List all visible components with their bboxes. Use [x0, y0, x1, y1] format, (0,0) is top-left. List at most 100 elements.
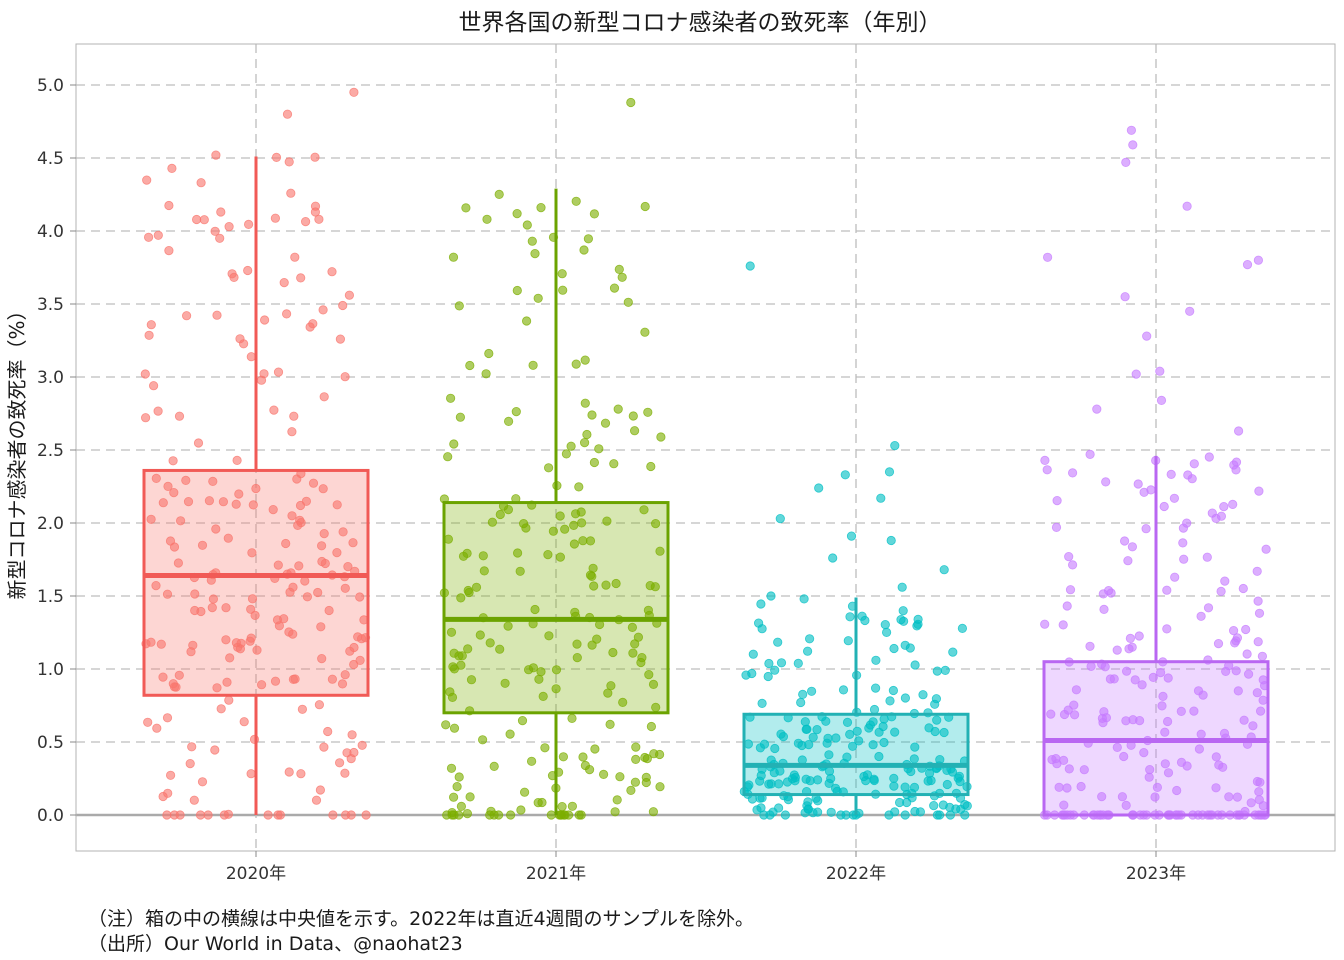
data-point: [808, 732, 818, 742]
data-point: [446, 627, 457, 637]
data-point: [615, 772, 625, 782]
outlier-point: [1142, 331, 1152, 341]
footnote: （注）箱の中の横線は中央値を示す。2022年は直近4週間のサンプルを除外。: [88, 908, 754, 930]
data-point: [189, 795, 199, 805]
data-point: [251, 483, 261, 494]
outlier-point: [1185, 306, 1195, 316]
data-point: [1248, 721, 1258, 731]
data-point: [610, 807, 620, 817]
data-point: [1239, 715, 1249, 725]
data-point: [1169, 493, 1180, 503]
data-point: [445, 393, 456, 403]
data-point: [164, 246, 174, 256]
data-point: [530, 249, 540, 259]
data-point: [1144, 772, 1154, 782]
data-point: [227, 269, 237, 279]
data-point: [218, 497, 228, 507]
data-point: [1064, 551, 1074, 562]
data-point: [1112, 742, 1122, 753]
data-point: [884, 810, 894, 820]
data-point: [940, 665, 950, 676]
data-point: [456, 593, 466, 603]
data-point: [869, 704, 880, 715]
data-point: [1101, 713, 1112, 723]
data-point: [289, 411, 299, 421]
data-point: [609, 459, 619, 469]
data-point: [569, 539, 580, 549]
data-point: [600, 418, 611, 428]
data-point: [494, 189, 504, 199]
data-point: [930, 699, 940, 709]
data-point: [1130, 675, 1140, 685]
data-point: [763, 671, 773, 682]
data-point: [146, 320, 156, 330]
data-point: [332, 547, 342, 558]
data-point: [1099, 604, 1109, 615]
data-point: [929, 800, 939, 811]
data-point: [212, 310, 222, 320]
data-point: [1040, 619, 1050, 629]
data-point: [628, 648, 638, 658]
data-point: [770, 743, 780, 754]
data-point: [601, 580, 611, 590]
data-point: [898, 616, 909, 626]
data-point: [799, 594, 809, 604]
outlier-point: [349, 87, 359, 97]
data-point: [503, 416, 514, 426]
data-point: [1139, 747, 1149, 758]
data-point: [900, 810, 910, 820]
data-point: [1141, 524, 1151, 534]
data-point: [1051, 522, 1062, 533]
data-point: [500, 678, 510, 688]
outlier-point: [939, 565, 949, 575]
outlier-point: [211, 150, 221, 160]
data-point: [340, 810, 351, 820]
data-point: [355, 592, 365, 602]
data-point: [1062, 783, 1072, 793]
data-point: [248, 500, 258, 510]
outlier-point: [1121, 157, 1131, 167]
data-point: [614, 264, 624, 274]
data-point: [1124, 644, 1134, 654]
data-point: [489, 761, 499, 772]
data-point: [655, 546, 665, 556]
data-point: [196, 178, 206, 188]
data-point: [636, 657, 646, 668]
data-point: [338, 300, 348, 311]
data-point: [755, 743, 766, 753]
data-point: [313, 587, 323, 598]
data-point: [164, 200, 174, 211]
data-point: [239, 339, 249, 349]
y-tick-label: 2.0: [37, 514, 64, 534]
data-point: [318, 484, 328, 494]
data-point: [587, 410, 597, 420]
data-point: [1121, 800, 1131, 811]
data-point: [315, 785, 325, 795]
data-point: [526, 756, 537, 766]
outlier-point: [766, 591, 776, 601]
data-point: [250, 610, 260, 621]
data-point: [270, 213, 280, 223]
data-point: [533, 293, 543, 303]
outlier-point: [282, 109, 293, 119]
data-point: [297, 704, 307, 714]
data-point: [932, 715, 942, 725]
data-point: [340, 583, 350, 593]
data-point: [890, 727, 900, 737]
data-point: [589, 581, 599, 591]
data-point: [645, 580, 655, 591]
data-point: [765, 810, 775, 820]
data-point: [186, 647, 196, 657]
data-point: [1170, 572, 1180, 582]
outlier-point: [310, 201, 321, 211]
data-point: [224, 695, 234, 705]
data-point: [592, 634, 602, 644]
data-point: [1112, 645, 1122, 655]
data-point: [812, 775, 823, 785]
data-point: [284, 767, 294, 777]
data-point: [1070, 710, 1080, 720]
data-point: [319, 742, 329, 752]
data-point: [1063, 705, 1073, 715]
data-point: [167, 163, 177, 173]
outlier-point: [1092, 404, 1102, 414]
